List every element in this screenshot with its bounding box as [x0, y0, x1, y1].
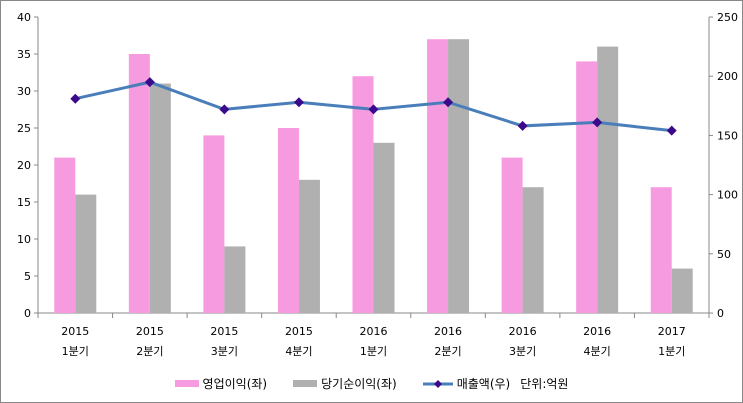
- x-tick-label-year: 2015: [285, 325, 313, 338]
- left-tick-label: 10: [17, 233, 31, 246]
- bar-net-income: [448, 39, 470, 313]
- x-tick-label-year: 2016: [360, 325, 388, 338]
- x-tick-label-quarter: 3분기: [509, 345, 536, 358]
- right-tick-label: 50: [717, 248, 731, 261]
- left-tick-label: 0: [24, 307, 31, 320]
- revenue-point: [219, 104, 230, 115]
- bar-net-income: [298, 179, 320, 313]
- legend-label: 영업이익(좌): [202, 377, 268, 391]
- combo-chart: 0 5 10 15 20 25 30 35 40 0 50 100 150 200 250 2015 1분기 20…: [17, 11, 738, 358]
- x-tick-label-quarter: 1분기: [360, 345, 387, 358]
- x-tick-label-year: 2015: [210, 325, 238, 338]
- bar-net-income: [224, 246, 246, 313]
- revenue-point: [666, 125, 677, 136]
- legend-item-operating-profit: 영업이익(좌): [174, 375, 268, 392]
- bar-operating-profit: [203, 135, 225, 313]
- left-tick-label: 15: [17, 196, 31, 209]
- bar-operating-profit: [128, 54, 150, 313]
- right-tick-label: 250: [717, 11, 738, 24]
- bar-net-income: [597, 46, 619, 313]
- legend-swatch: [293, 380, 318, 387]
- legend-item-revenue: 매출액(우) 단위:억원: [422, 375, 569, 392]
- right-tick-label: 150: [717, 129, 738, 142]
- x-tick-label-quarter: 1분기: [658, 345, 685, 358]
- legend-swatch: [174, 380, 199, 387]
- left-tick-label: 35: [17, 48, 31, 61]
- revenue-point: [70, 93, 81, 104]
- revenue-point: [443, 97, 454, 108]
- revenue-point: [368, 104, 379, 115]
- bar-operating-profit: [54, 157, 76, 313]
- x-tick-label-quarter: 1분기: [62, 345, 89, 358]
- legend: 영업이익(좌) 당기순이익(좌) 매출액(우) 단위:억원: [1, 375, 742, 392]
- bar-operating-profit: [576, 61, 598, 314]
- x-tick-label-year: 2015: [136, 325, 164, 338]
- bar-net-income: [75, 194, 97, 313]
- left-tick-label: 25: [17, 122, 31, 135]
- bar-net-income: [522, 187, 544, 313]
- left-tick-label: 40: [17, 11, 31, 24]
- bar-net-income: [671, 268, 693, 313]
- left-tick-label: 20: [17, 159, 31, 172]
- x-tick-label-year: 2016: [434, 325, 462, 338]
- left-tick-label: 30: [17, 85, 31, 98]
- legend-label: 매출액(우): [456, 377, 511, 391]
- x-tick-label-quarter: 2분기: [434, 345, 461, 358]
- right-tick-label: 0: [717, 307, 724, 320]
- legend-item-net-income: 당기순이익(좌): [293, 375, 397, 392]
- unit-note: 단위:억원: [520, 377, 569, 391]
- revenue-point: [592, 117, 603, 128]
- right-tick-label: 200: [717, 70, 738, 83]
- bar-operating-profit: [352, 76, 374, 313]
- left-tick-label: 5: [24, 270, 31, 283]
- x-tick-label-year: 2017: [658, 325, 686, 338]
- x-tick-label-quarter: 3분기: [211, 345, 238, 358]
- legend-line-marker-icon: [422, 379, 453, 388]
- x-tick-label-quarter: 4분기: [285, 345, 312, 358]
- revenue-point: [517, 120, 528, 131]
- x-tick-label-year: 2015: [61, 325, 89, 338]
- bar-net-income: [149, 83, 171, 313]
- legend-label: 당기순이익(좌): [321, 377, 397, 391]
- right-tick-label: 100: [717, 189, 738, 202]
- bar-operating-profit: [501, 157, 523, 313]
- revenue-point: [293, 97, 304, 108]
- bar-net-income: [373, 142, 395, 313]
- x-tick-label-quarter: 4분기: [584, 345, 611, 358]
- bar-operating-profit: [427, 39, 449, 313]
- revenue-point: [144, 77, 155, 88]
- x-tick-label-quarter: 2분기: [136, 345, 163, 358]
- bar-operating-profit: [650, 187, 672, 313]
- x-tick-label-year: 2016: [583, 325, 611, 338]
- bar-operating-profit: [277, 128, 299, 313]
- x-tick-label-year: 2016: [509, 325, 537, 338]
